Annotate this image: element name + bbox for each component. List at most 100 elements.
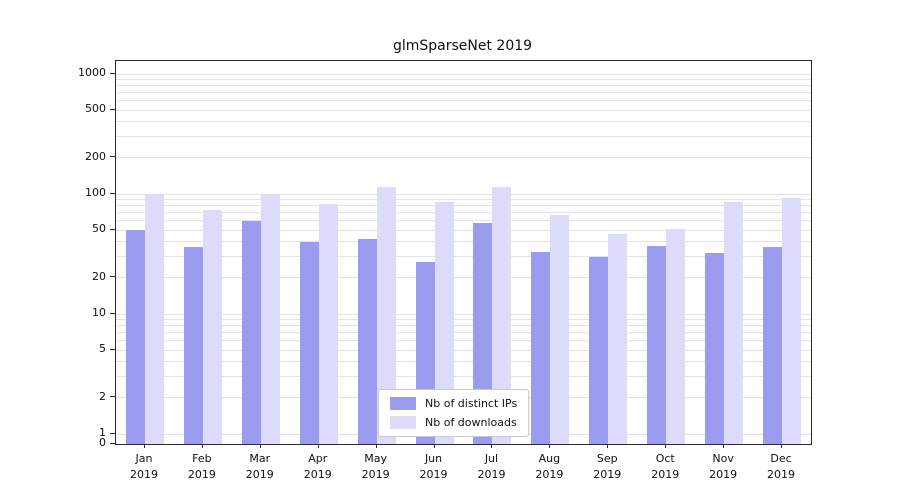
x-axis-label-jul: Jul 2019 bbox=[477, 452, 506, 481]
gridline bbox=[116, 212, 811, 214]
legend: Nb of distinct IPs Nb of downloads bbox=[378, 389, 530, 437]
y-axis-label-10: 10 bbox=[92, 306, 106, 319]
x-tick bbox=[781, 444, 783, 448]
gridline bbox=[116, 205, 811, 207]
bar-distinct-ips-dec bbox=[763, 247, 783, 444]
x-axis-label-mar: Mar 2019 bbox=[245, 452, 274, 481]
gridline bbox=[116, 277, 811, 279]
x-tick bbox=[491, 444, 493, 448]
bar-downloads-dec bbox=[782, 197, 802, 444]
gridline bbox=[116, 332, 811, 334]
gridline bbox=[116, 256, 811, 258]
y-tick bbox=[110, 192, 115, 194]
gridline bbox=[116, 79, 811, 80]
x-tick bbox=[607, 444, 609, 448]
y-axis-label-50: 50 bbox=[92, 222, 106, 236]
x-axis-label-aug: Aug 2019 bbox=[535, 452, 564, 481]
x-tick bbox=[375, 444, 377, 448]
bar-distinct-ips-nov bbox=[705, 253, 725, 444]
bar-distinct-ips-sep bbox=[589, 256, 609, 444]
y-axis-label-500: 500 bbox=[85, 102, 106, 116]
y-axis-label-20: 20 bbox=[92, 269, 106, 283]
bar-downloads-feb bbox=[202, 209, 222, 444]
bar-downloads-sep bbox=[608, 234, 628, 444]
gridline bbox=[116, 229, 811, 231]
x-tick bbox=[259, 444, 261, 448]
gridline bbox=[116, 121, 811, 123]
y-tick bbox=[110, 432, 115, 434]
gridline bbox=[116, 325, 811, 327]
plot-area: Nb of distinct IPs Nb of downloads bbox=[115, 60, 812, 445]
y-tick bbox=[110, 72, 115, 74]
gridline bbox=[116, 199, 811, 200]
x-tick bbox=[143, 444, 145, 448]
x-axis-label-nov: Nov 2019 bbox=[709, 452, 738, 481]
x-axis-label-jan: Jan 2019 bbox=[129, 452, 158, 481]
y-axis-label-100: 100 bbox=[85, 186, 106, 199]
x-tick bbox=[549, 444, 551, 448]
bar-downloads-jan bbox=[144, 194, 164, 444]
x-axis-label-apr: Apr 2019 bbox=[303, 452, 332, 481]
gridline bbox=[116, 376, 811, 378]
gridline bbox=[116, 241, 811, 243]
bar-downloads-oct bbox=[666, 229, 686, 444]
y-axis-label-2: 2 bbox=[99, 389, 106, 403]
bar-distinct-ips-jul bbox=[473, 223, 493, 444]
bar-downloads-jun bbox=[434, 202, 454, 444]
x-tick bbox=[665, 444, 667, 448]
bar-distinct-ips-may bbox=[357, 239, 377, 444]
gridline bbox=[116, 157, 811, 159]
gridline bbox=[116, 136, 811, 138]
x-tick bbox=[201, 444, 203, 448]
y-tick bbox=[110, 108, 115, 110]
x-axis-label-feb: Feb 2019 bbox=[187, 452, 216, 481]
gridline bbox=[116, 92, 811, 94]
y-tick bbox=[110, 312, 115, 314]
bar-distinct-ips-apr bbox=[299, 241, 319, 444]
legend-swatch-downloads bbox=[390, 416, 416, 429]
y-axis-label-0: 0 bbox=[99, 436, 106, 449]
gridline bbox=[116, 109, 811, 111]
y-axis-label-1000: 1000 bbox=[78, 66, 106, 79]
bar-distinct-ips-aug bbox=[531, 251, 551, 444]
chart-title: glmSparseNet 2019 bbox=[392, 38, 533, 54]
bar-downloads-jul bbox=[492, 186, 512, 444]
y-tick bbox=[110, 396, 115, 398]
gridline bbox=[116, 193, 811, 195]
bar-downloads-aug bbox=[550, 214, 570, 444]
bar-downloads-apr bbox=[318, 204, 338, 444]
bar-downloads-mar bbox=[260, 194, 280, 444]
gridline bbox=[116, 100, 811, 102]
legend-item-distinct-ips: Nb of distinct IPs bbox=[390, 397, 517, 410]
x-axis-label-oct: Oct 2019 bbox=[651, 452, 680, 481]
bar-downloads-may bbox=[376, 186, 396, 444]
gridline bbox=[116, 73, 811, 75]
y-tick bbox=[110, 156, 115, 158]
x-axis-label-dec: Dec 2019 bbox=[767, 452, 796, 481]
bar-distinct-ips-jan bbox=[125, 230, 145, 444]
legend-label-downloads: Nb of downloads bbox=[425, 416, 517, 429]
y-tick bbox=[110, 442, 115, 444]
gridline bbox=[116, 85, 811, 87]
x-tick bbox=[433, 444, 435, 448]
y-tick bbox=[110, 228, 115, 230]
x-axis-label-sep: Sep 2019 bbox=[593, 452, 622, 481]
x-axis-label-may: May 2019 bbox=[361, 452, 390, 481]
y-tick bbox=[110, 348, 115, 350]
legend-item-downloads: Nb of downloads bbox=[390, 416, 517, 429]
bar-downloads-nov bbox=[724, 202, 744, 444]
bar-distinct-ips-mar bbox=[241, 220, 261, 444]
gridline bbox=[116, 319, 811, 320]
gridline bbox=[116, 340, 811, 342]
x-axis-label-jun: Jun 2019 bbox=[419, 452, 448, 481]
y-axis-label-5: 5 bbox=[99, 342, 106, 356]
gridline bbox=[116, 361, 811, 363]
x-tick bbox=[317, 444, 319, 448]
y-tick bbox=[110, 276, 115, 278]
gridline bbox=[116, 313, 811, 315]
bar-distinct-ips-feb bbox=[183, 247, 203, 444]
gridline bbox=[116, 220, 811, 222]
y-axis-label-200: 200 bbox=[85, 149, 106, 163]
gridline bbox=[116, 349, 811, 351]
legend-label-distinct-ips: Nb of distinct IPs bbox=[425, 397, 518, 410]
